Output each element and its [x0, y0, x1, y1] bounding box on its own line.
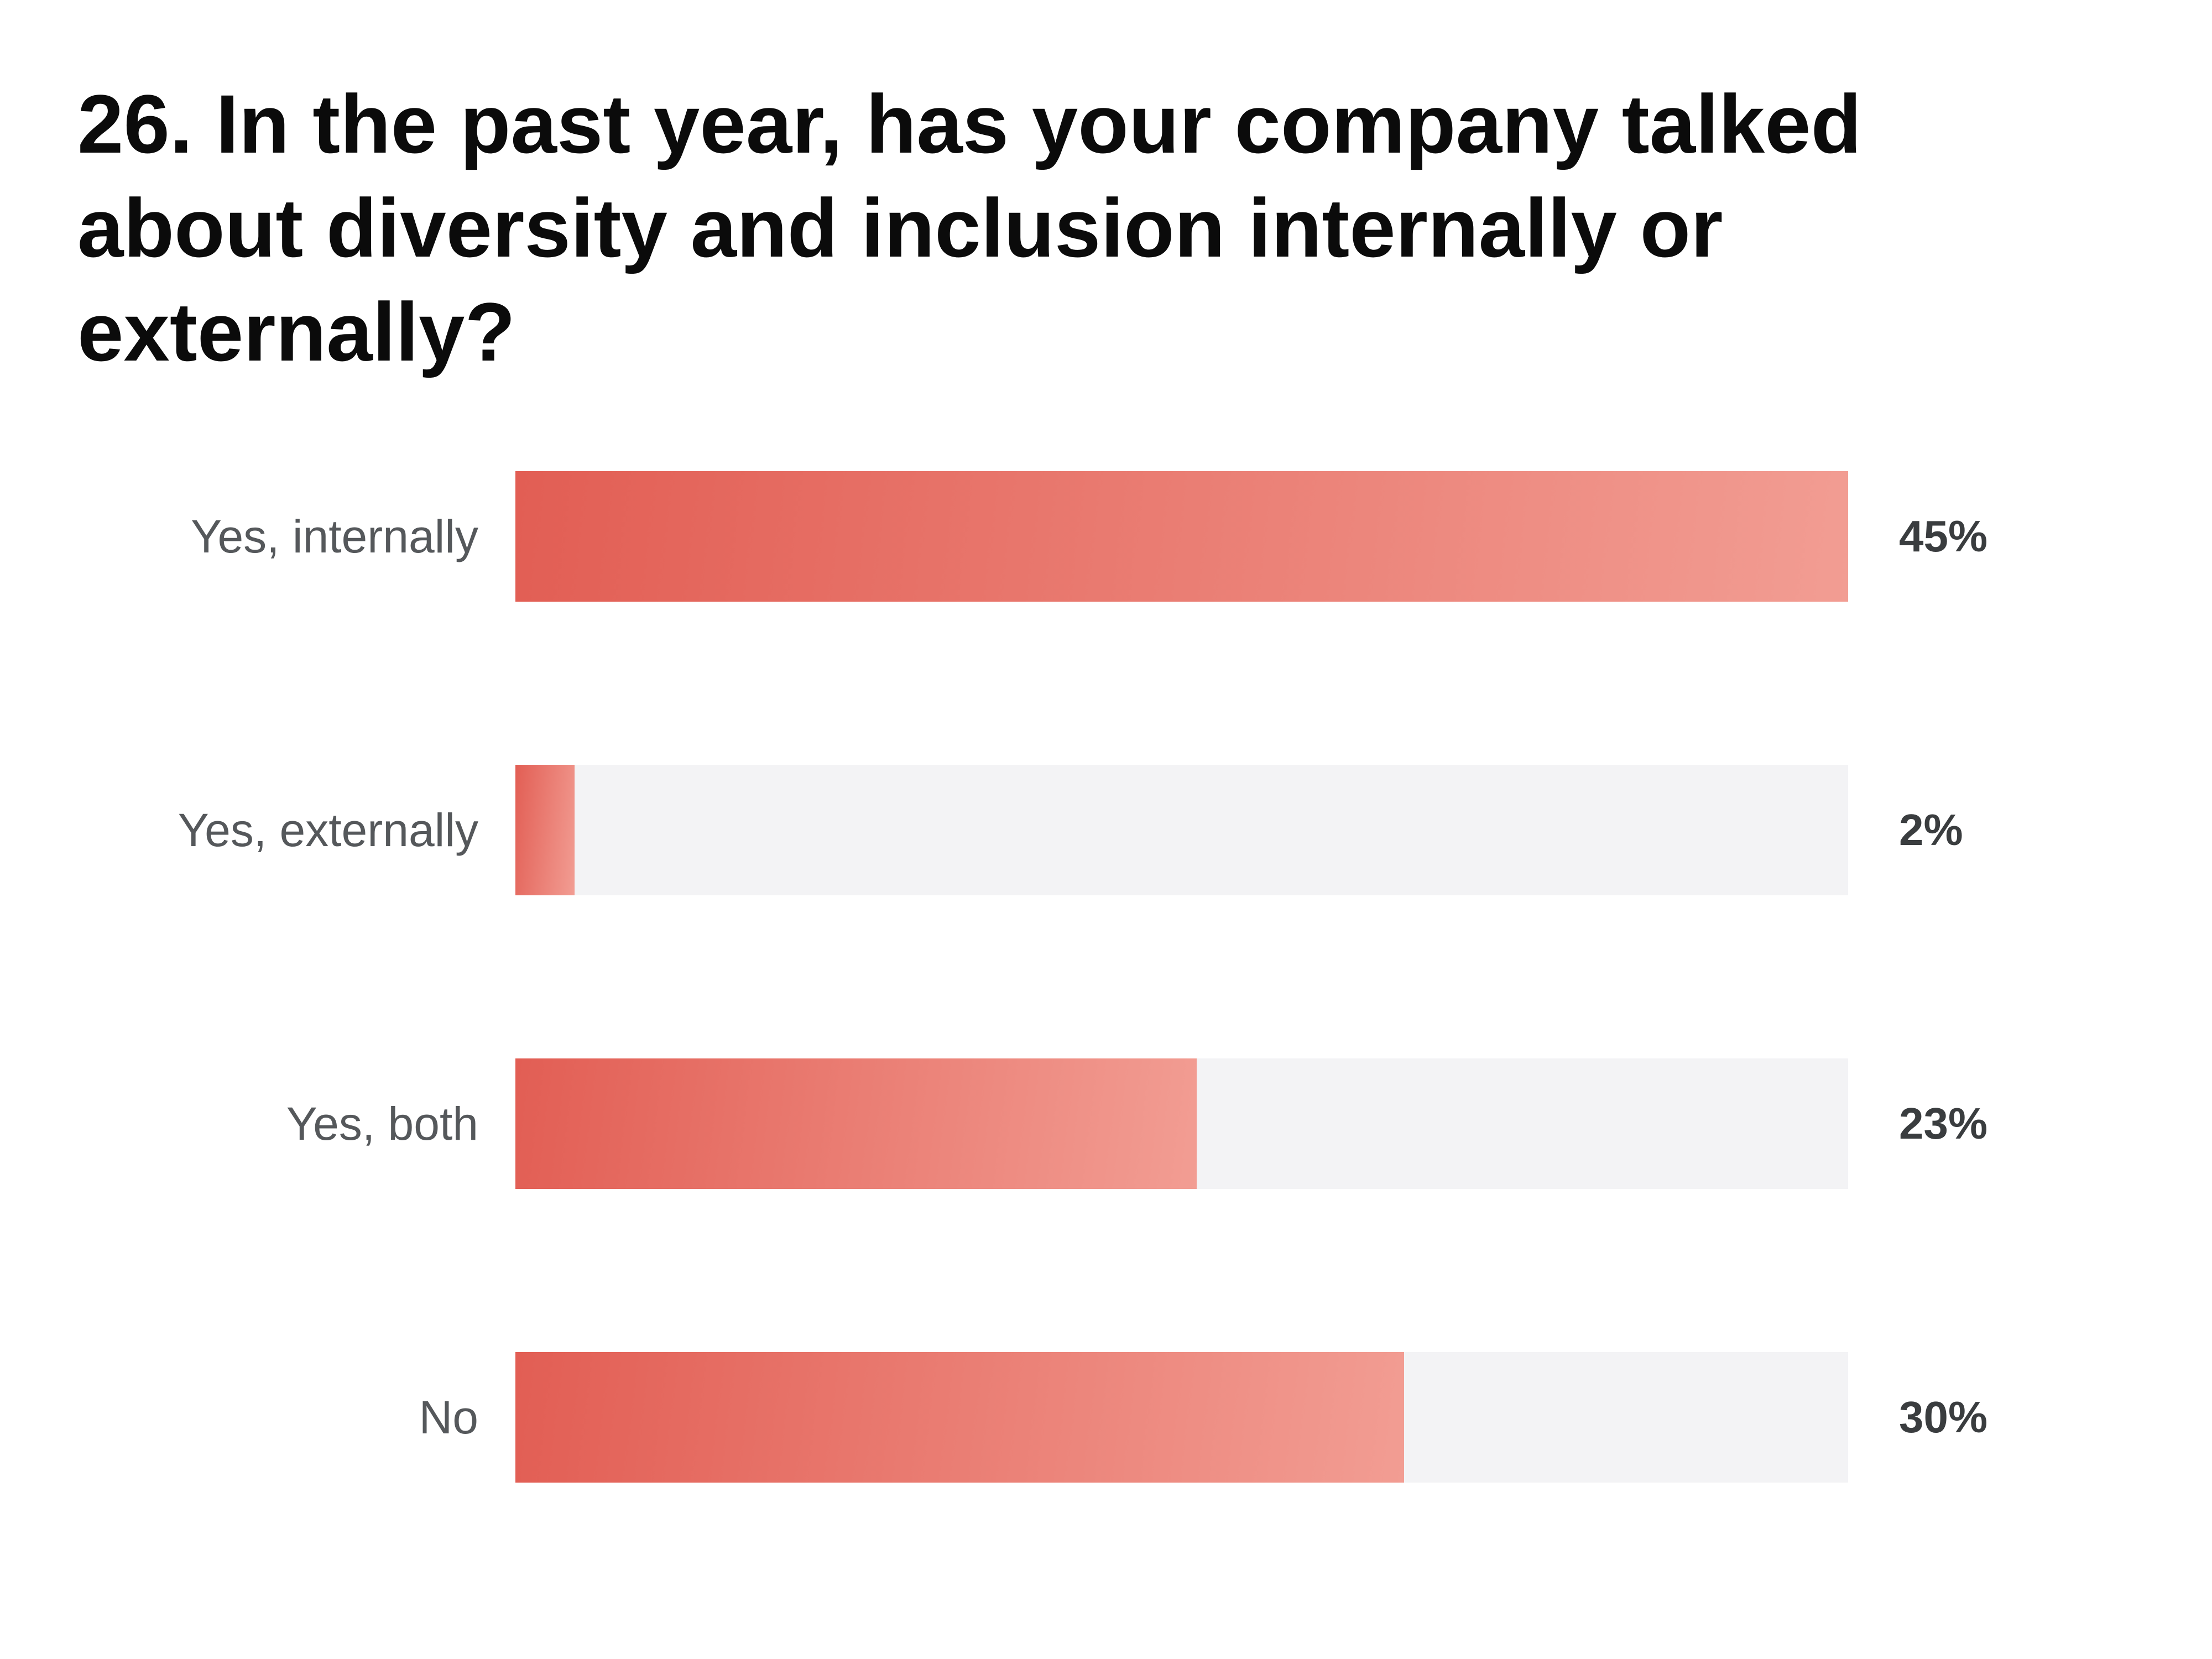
chart-row-no: No 30% — [77, 1352, 2135, 1483]
chart-title-line-2: about diversity and inclusion internally… — [77, 181, 1723, 274]
bar-track — [515, 1352, 1848, 1483]
bar-no — [515, 1352, 1404, 1483]
bar-yes-internally — [515, 471, 1848, 602]
category-label: Yes, internally — [191, 510, 478, 562]
category-label: Yes, externally — [178, 804, 478, 856]
bar-track — [515, 765, 1848, 895]
value-label: 30% — [1899, 1392, 1988, 1442]
bar-yes-both — [515, 1058, 1197, 1189]
category-label: Yes, both — [286, 1097, 478, 1150]
value-label: 23% — [1899, 1099, 1988, 1148]
bar-chart: Yes, internally 45% Yes, externally 2% Y… — [77, 471, 2135, 1646]
category-label: No — [419, 1391, 478, 1443]
value-label: 45% — [1899, 512, 1988, 561]
chart-row-yes-both: Yes, both 23% — [77, 1058, 2135, 1189]
chart-row-yes-internally: Yes, internally 45% — [77, 471, 2135, 602]
chart-title-line-1: 26. In the past year, has your company t… — [77, 77, 1862, 170]
bar-yes-externally — [515, 765, 575, 895]
bar-track — [515, 471, 1848, 602]
bar-track — [515, 1058, 1848, 1189]
chart-row-yes-externally: Yes, externally 2% — [77, 765, 2135, 895]
value-label: 2% — [1899, 805, 1963, 854]
chart-title: 26. In the past year, has your company t… — [77, 72, 2013, 384]
chart-title-line-3: externally? — [77, 285, 516, 378]
